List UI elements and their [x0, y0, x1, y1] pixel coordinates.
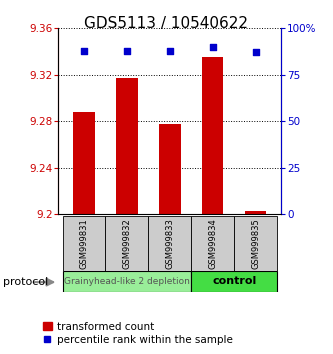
Bar: [159, 124, 180, 214]
Point: [253, 50, 258, 55]
Bar: [245, 211, 266, 214]
Point: [210, 44, 215, 50]
Point: [167, 48, 172, 53]
Bar: [73, 112, 95, 214]
Point: [81, 48, 87, 53]
Bar: [149, 216, 191, 271]
Text: GSM999834: GSM999834: [208, 218, 217, 269]
Text: control: control: [212, 276, 256, 286]
Bar: [63, 271, 191, 292]
Bar: [202, 57, 223, 214]
Text: GSM999831: GSM999831: [80, 218, 89, 269]
Text: Grainyhead-like 2 depletion: Grainyhead-like 2 depletion: [64, 277, 190, 286]
Bar: [116, 78, 138, 214]
Text: GSM999832: GSM999832: [123, 218, 132, 269]
Bar: [191, 271, 277, 292]
Bar: [106, 216, 149, 271]
Bar: [234, 216, 277, 271]
Text: protocol: protocol: [3, 278, 49, 287]
Text: GDS5113 / 10540622: GDS5113 / 10540622: [85, 16, 248, 31]
Bar: [63, 216, 106, 271]
Legend: transformed count, percentile rank within the sample: transformed count, percentile rank withi…: [39, 317, 237, 349]
Point: [124, 48, 130, 53]
Text: GSM999835: GSM999835: [251, 218, 260, 269]
Bar: [191, 216, 234, 271]
Text: GSM999833: GSM999833: [165, 218, 174, 269]
